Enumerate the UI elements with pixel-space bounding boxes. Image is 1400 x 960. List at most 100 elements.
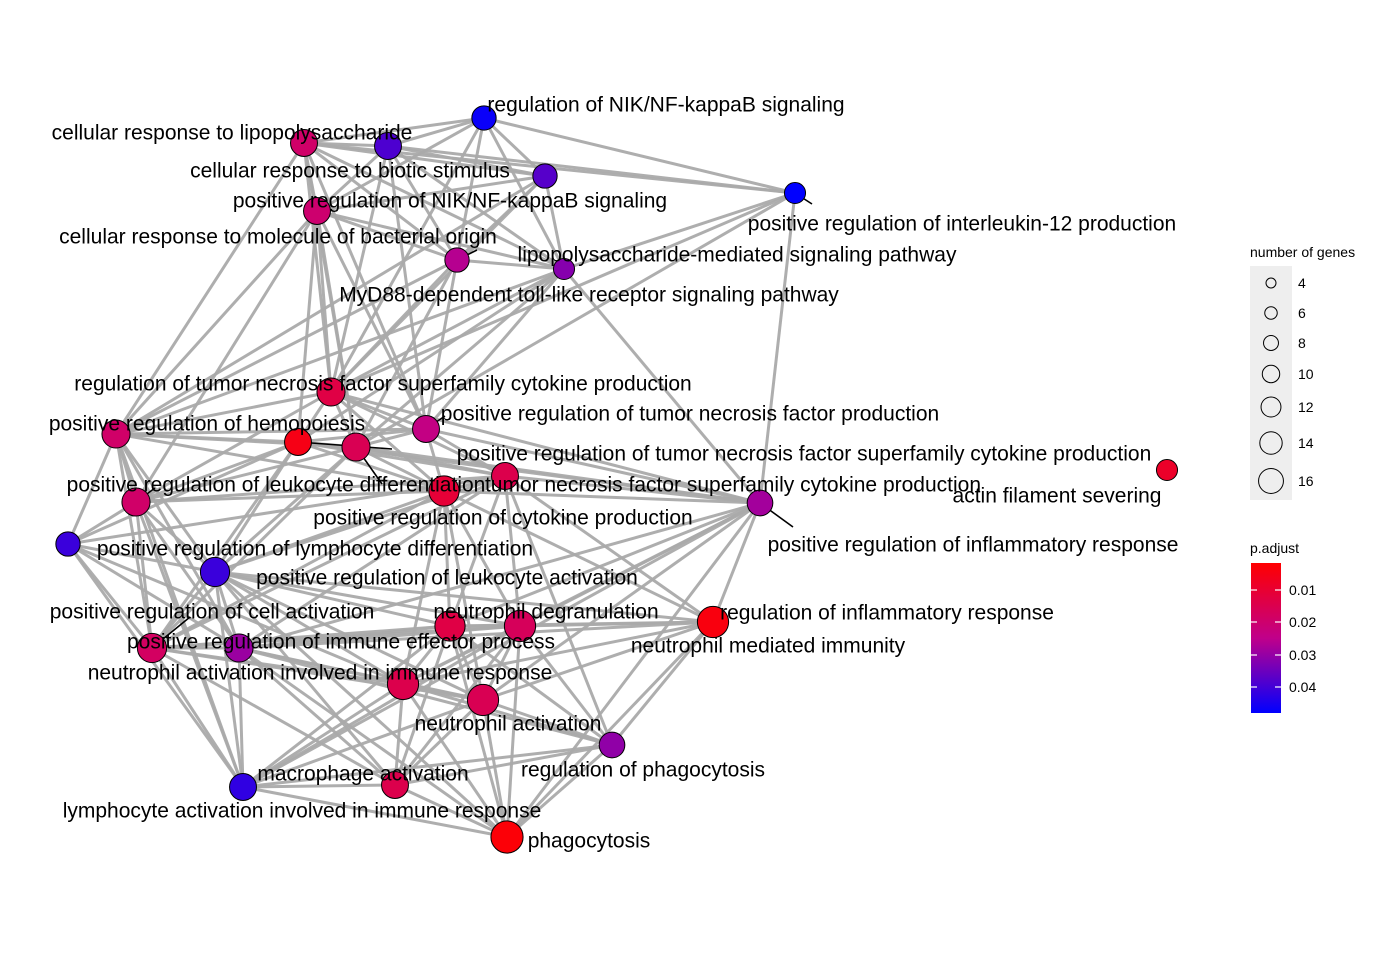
edge-effector-lymph_imm [238,646,396,787]
edge-cyto-effector [238,474,506,650]
edge-nfkb_pos-hemo [115,174,546,436]
edge-leuk_act-macro [213,571,245,788]
edge-neut_act-macro [242,698,484,789]
label-layer: regulation of NIK/NF-kappaB signaling cel… [49,94,1179,853]
node-degran [434,610,466,642]
size-legend-label-6: 6 [1298,305,1306,321]
node-nfkb_reg [471,105,497,131]
edge-inflam_reg-phago [505,620,715,839]
edge-cell_act-lymph_imm [151,646,396,787]
node-lymph_imm [381,771,409,799]
node-tnfsf_pos [341,432,371,462]
edge-tnfsf_reg-hemo [115,390,332,436]
node-label-myd88: MyD88-dependent toll-like receptor signa… [339,284,839,307]
size-legend-key-12 [1260,396,1282,418]
edge-il12-tnfsf_reg [330,191,796,394]
edge-effector-neut_imm [238,624,521,650]
size-legend-label-8: 8 [1298,335,1306,351]
edge-neut_act-phago [481,699,509,838]
color-legend-label: 0.03 [1289,647,1316,663]
node-lymph_diff [55,531,81,557]
edge-il12-inflam_pos [758,192,797,504]
node-neut_act [466,683,500,717]
edge-tnfsf_prod-cell_act [151,489,445,650]
edge-myd88-tnfsf_pos2 [297,267,565,444]
node-label-il12: positive regulation of interleukin-12 pr… [748,213,1176,236]
edge-lymph_imm-phago [394,783,508,839]
node-label-actin: actin filament severing [953,485,1162,508]
color-legend-label: 0.01 [1289,582,1316,598]
edge-layer [66,116,797,839]
size-legend-label-4: 4 [1298,275,1306,291]
edge-hemo-cell_act [114,433,154,649]
node-inflam_reg [696,605,730,639]
color-legend-label: 0.04 [1289,679,1316,695]
edge-tnfsf_prod-inflam_pos [443,489,761,505]
edge-myd88-tnf_pos [424,268,566,430]
size-legend-key-6 [1264,306,1278,320]
size-legend-key-10 [1261,364,1281,384]
edge-biotic-myd88 [387,144,565,271]
node-label-lymph_imm: lymphocyte activation involved in immune… [63,800,542,823]
edge-inflam_reg-neut_act_imm [402,620,714,686]
node-label-neut_act_imm: neutrophil activation involved in immune… [88,662,553,685]
size-legend-label-14: 14 [1298,435,1314,451]
node-inflam_pos [746,489,774,517]
edge-inflam_reg-neut_act [482,620,714,702]
edge-myd88-tnfsf_reg [330,267,565,394]
edge-bact-hemo [114,209,319,436]
node-layer [55,105,1179,854]
edge-lps_resp-hemo [114,142,306,435]
node-label-neut_act: neutrophil activation [415,713,602,736]
size-legend-label-16: 16 [1298,473,1314,489]
node-label-tnfsf_pos: positive regulation of tumor necrosis fa… [457,443,1152,466]
edge-macro-lymph_imm [242,783,396,789]
edge-inflam_reg-effector [238,620,714,650]
edge-leuk_act-phago [213,570,509,839]
edge-myd88-tnfsf_pos [355,267,565,449]
edge-phago_reg-lymph_imm [394,743,613,787]
edge-inflam_pos-macro [242,501,761,789]
node-actin [1155,458,1179,482]
edge-inflam_pos-neut_act [482,501,761,702]
node-hemo [101,419,131,449]
edge-lymph_diff-macro [66,543,245,788]
edge-degran-lymph_imm [393,625,452,786]
edge-lps_path-tnfsf_reg [329,258,459,394]
size-legend-key-14 [1259,431,1283,455]
edge-macro-phago [242,785,508,839]
edge-tnfsf_pos-leuk_diff [135,445,357,504]
node-label-tnfsf_reg: regulation of tumor necrosis factor supe… [74,373,691,396]
edge-hemo-tnfsf_prod [115,432,445,493]
edge-nfkb_reg-lps_resp [303,116,485,145]
node-label-phago_reg: regulation of phagocytosis [521,759,765,782]
color-legend: p.adjust 0.01 0.02 0.03 0.04 [1250,540,1316,713]
edge-neut_imm-lymph_imm [393,625,522,786]
size-legend-key-16 [1258,468,1284,494]
node-label-macro: macrophage activation [257,763,468,786]
edge-nfkb_reg-lps_path [455,117,486,261]
node-leuk_diff [121,487,151,517]
node-tnfsf_reg [316,377,346,407]
edge-neut_imm-phago_reg [518,625,614,746]
edge-leuk_act-degran [214,570,451,628]
node-effector [224,633,254,663]
edge-biotic-bact [315,144,390,213]
edge-nfkb_pos-myd88 [543,175,566,270]
edge-nfkb_reg-il12 [483,116,796,195]
edge-bact-tnf_pos [315,210,428,430]
edge-bact-tnfsf_reg [315,210,333,393]
node-label-tnf_pos: positive regulation of tumor necrosis fa… [441,403,939,426]
edge-effector-phago [238,646,508,839]
edge-neut_act-phago_reg [482,698,613,747]
node-cyto [491,462,519,490]
edge-lps_resp-myd88 [303,141,565,271]
edge-leuk_act-cell_act [150,571,217,649]
color-legend-label: 0.02 [1289,614,1316,630]
edge-lymph_diff-neut_act_imm [67,542,404,686]
node-label-leuk_act: positive regulation of leukocyte activat… [256,567,638,590]
edge-inflam_reg-phago_reg [610,621,715,746]
node-label-effector: positive regulation of immune effector p… [127,631,555,654]
node-label-degran: neutrophil degranulation [433,601,658,624]
edge-leuk_act-lymph_imm [213,571,397,786]
